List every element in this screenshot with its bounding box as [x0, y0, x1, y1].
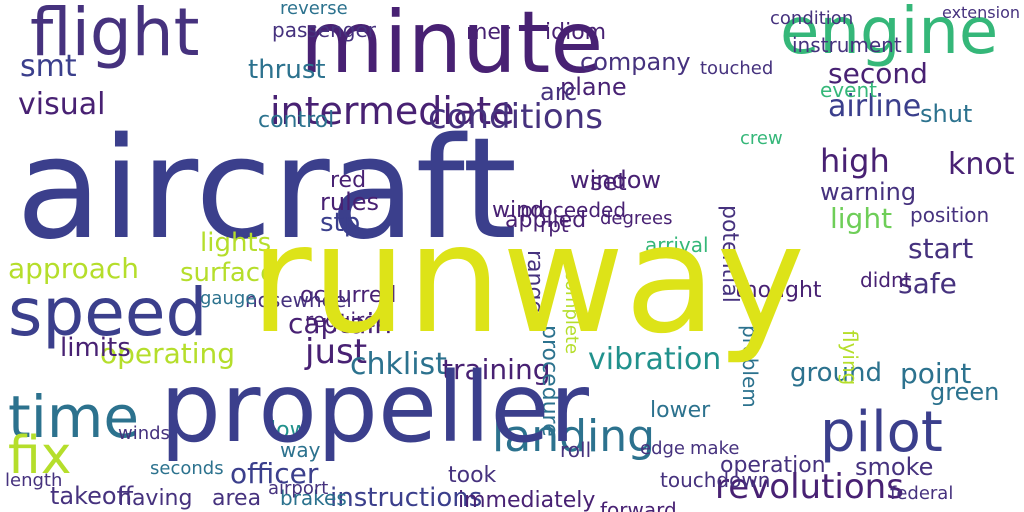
word-engine: engine [780, 0, 999, 69]
word-forward: forward [600, 498, 677, 512]
word-landing: landing [492, 411, 656, 462]
word-flight: flight [30, 0, 200, 71]
word-operation: operation [720, 453, 826, 478]
word-vibration: vibration [588, 342, 722, 377]
word-proceeded: proceeded [520, 198, 627, 222]
word-revolutions: revolutions [715, 467, 904, 507]
word-having: having [118, 486, 193, 511]
word-training: training [442, 353, 551, 386]
word-high: high [820, 142, 890, 180]
word-crew: crew [740, 128, 783, 149]
word-instructions: instructions [330, 483, 483, 512]
word-time: time [8, 383, 140, 451]
word-way: way [280, 438, 321, 462]
word-rules: rules [320, 188, 380, 216]
word-instrument: instrument [792, 33, 902, 57]
word-flying: flying [838, 330, 862, 386]
word-safe: safe [898, 267, 957, 300]
word-wind: wind [492, 198, 545, 223]
word-light: light [830, 202, 893, 235]
word-speed: speed [8, 274, 208, 351]
word-mer: mer [466, 20, 511, 45]
word-just: just [305, 332, 368, 372]
word-airport: airport [268, 478, 329, 499]
word-brakes: brakes [280, 486, 347, 510]
word-federal: federal [890, 483, 954, 504]
word-gauge: gauge [200, 288, 257, 309]
word-touched: touched [700, 58, 774, 79]
word-edge: edge [640, 438, 685, 459]
word-minute: minute [300, 0, 604, 93]
word-make: make [690, 438, 740, 459]
word-pilot: pilot [820, 400, 943, 465]
word-roll: roll [560, 438, 592, 462]
word-arrival: arrival [645, 233, 709, 257]
word-winds: winds [118, 423, 170, 444]
word-point: point [900, 357, 972, 390]
word-start: start [908, 232, 974, 265]
word-surface: surface [180, 258, 277, 288]
word-immediately: immediately [458, 488, 596, 512]
word-didnt: didnt [860, 268, 912, 292]
word-nosewheel: nosewheel [245, 288, 352, 312]
word-degrees: degrees [600, 208, 673, 229]
word-plane: plane [560, 73, 627, 101]
word-smoke: smoke [855, 453, 934, 481]
word-window: window [570, 166, 662, 194]
word-company: company [580, 48, 691, 76]
word-event: event [820, 78, 877, 102]
word-control: control [258, 108, 335, 133]
word-touchdown: touchdown [660, 468, 771, 492]
word-takeoff: takeoff [50, 482, 134, 510]
word-operating: operating [100, 337, 236, 370]
word-fix: fix [8, 426, 72, 486]
word-green: green [930, 378, 1000, 406]
word-limits: limits [60, 333, 131, 363]
word-thrust: thrust [248, 55, 326, 85]
word-officer: officer [230, 457, 319, 490]
word-condition: condition [770, 8, 854, 29]
word-smt: smt [20, 49, 77, 84]
word-runway: runway [250, 193, 806, 367]
word-shut: shut [920, 100, 973, 128]
word-lower: lower [650, 398, 711, 423]
word-extension: extension [942, 3, 1020, 22]
word-set: set [590, 168, 627, 196]
word-ground: ground [790, 358, 882, 388]
word-reverse: reverse [280, 0, 348, 19]
word-second: second [828, 57, 928, 90]
word-idiom: idiom [545, 20, 607, 45]
word-conditions: conditions [428, 97, 603, 137]
word-propeller: propeller [160, 352, 589, 464]
word-airline: airline [828, 89, 922, 124]
word-required: required [305, 308, 389, 332]
word-seconds: seconds [150, 458, 224, 479]
word-visual: visual [18, 87, 106, 122]
word-low: low [270, 418, 308, 443]
word-chklist: chklist [350, 347, 447, 382]
word-approach: approach [8, 252, 140, 285]
word-captain: captain [288, 307, 392, 340]
word-knot: knot [948, 147, 1015, 182]
word-warning: warning [820, 178, 917, 206]
word-took: took [448, 463, 497, 488]
word-aircraft: aircraft [16, 108, 518, 271]
word-occurred: occurred [300, 283, 397, 308]
word-thought: thought [735, 278, 822, 303]
word-passenger: passenger [272, 18, 376, 42]
word-position: position [910, 203, 990, 227]
word-stp: stp [320, 208, 361, 238]
word-length: length [5, 470, 63, 491]
word-arc: arc [540, 78, 578, 106]
word-lights: lights [200, 228, 272, 258]
word-rpt: rpt [540, 213, 569, 237]
word-applied: applied [505, 208, 587, 233]
word-intermediate: intermediate [270, 89, 515, 133]
word-area: area [212, 486, 262, 511]
word-red: red [330, 168, 367, 193]
